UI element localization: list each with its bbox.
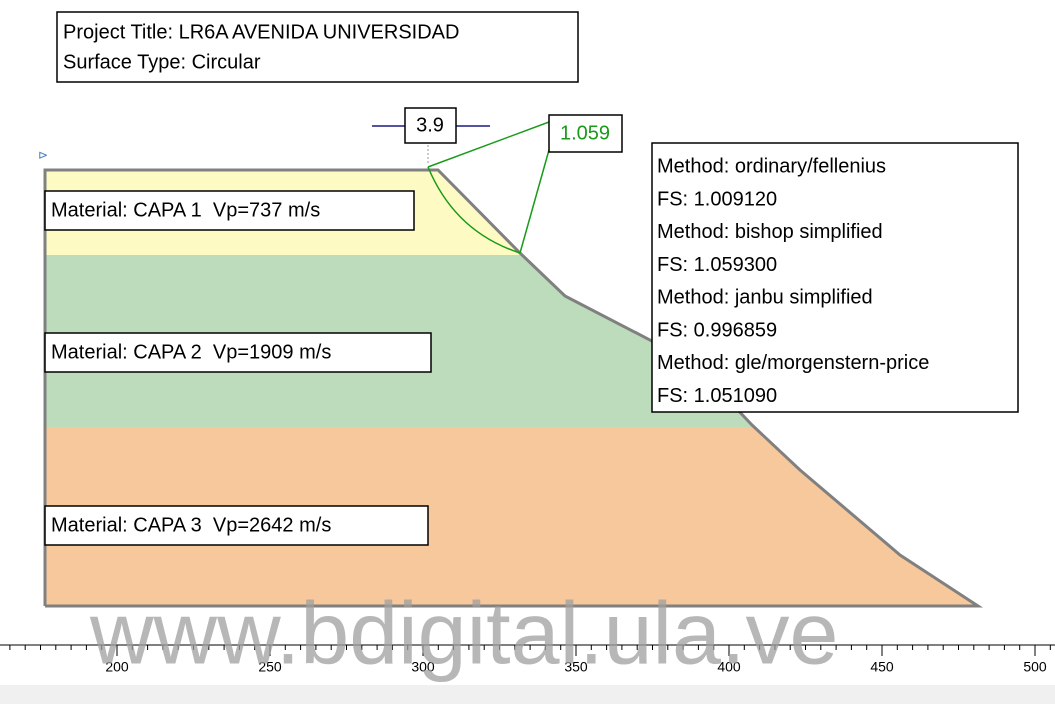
ruler-label: 400 xyxy=(717,659,741,675)
ruler-label: 250 xyxy=(258,659,282,675)
material-label: Material: CAPA 2 Vp=1909 m/s xyxy=(51,341,331,363)
marker: ⊳ xyxy=(38,148,48,162)
min-fs-label: 1.059 xyxy=(560,122,610,144)
results-box xyxy=(651,142,1019,413)
status-bar xyxy=(0,685,1055,704)
material-box xyxy=(44,190,415,231)
fs-value: FS: 1.009120 xyxy=(657,188,777,210)
ruler-label: 500 xyxy=(1023,659,1047,675)
slip-circle xyxy=(427,166,521,254)
method: Method: ordinary/fellenius xyxy=(657,155,886,177)
method: Method: bishop simplified xyxy=(657,221,883,243)
watermark: www.bdigital.ula.ve xyxy=(89,583,838,682)
ruler-label: 300 xyxy=(411,659,435,675)
ruler-label: 350 xyxy=(564,659,588,675)
method: Method: janbu simplified xyxy=(657,286,873,308)
fs-box xyxy=(548,114,623,153)
radius-box xyxy=(404,107,457,144)
surface-type: Surface Type: Circular xyxy=(63,51,261,73)
material-label: Material: CAPA 3 Vp=2642 m/s xyxy=(51,514,331,536)
material-label: Material: CAPA 1 Vp=737 m/s xyxy=(51,199,320,221)
project-title: Project Title: LR6A AVENIDA UNIVERSIDAD xyxy=(63,21,459,43)
fs-value: FS: 0.996859 xyxy=(657,319,777,341)
fs-value: FS: 1.059300 xyxy=(657,254,777,276)
material-box xyxy=(44,505,429,546)
project-box xyxy=(56,11,579,83)
layer-capa3 xyxy=(45,427,978,606)
fs-value: FS: 1.051090 xyxy=(657,385,777,407)
ruler-label: 200 xyxy=(105,659,129,675)
leader xyxy=(519,149,550,254)
ruler-label: 450 xyxy=(870,659,894,675)
radius-label: 3.9 xyxy=(416,114,444,136)
material-box xyxy=(44,332,432,373)
method: Method: gle/morgenstern-price xyxy=(657,352,929,374)
leader xyxy=(427,121,550,168)
